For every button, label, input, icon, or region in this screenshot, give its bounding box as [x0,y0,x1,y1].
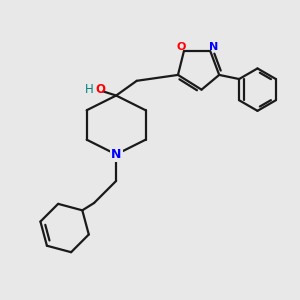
Text: H: H [85,82,94,95]
Text: N: N [111,148,121,161]
Text: N: N [209,42,218,52]
Text: O: O [177,42,186,52]
Text: O: O [95,82,105,95]
